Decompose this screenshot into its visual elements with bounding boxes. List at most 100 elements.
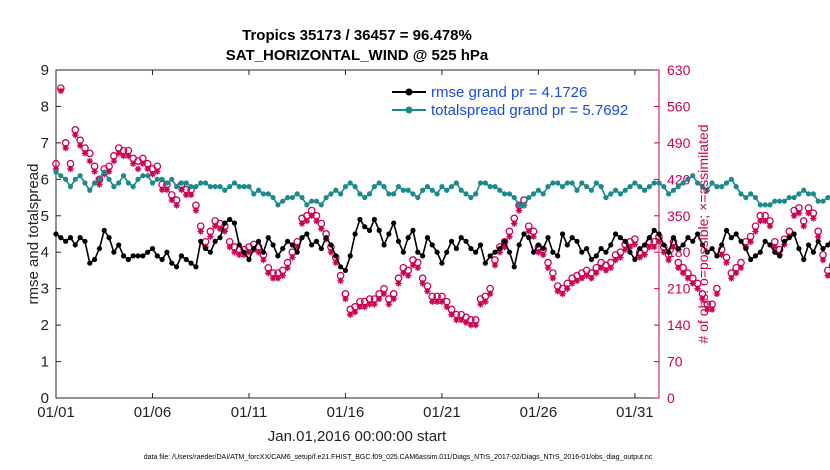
rmse-point (569, 235, 575, 241)
totalspread-point (357, 191, 363, 197)
obs-assimilated-marker (728, 275, 735, 282)
totalspread-point (154, 176, 160, 182)
rmse-point (53, 231, 59, 237)
obs-assimilated-marker (390, 295, 397, 303)
obs-assimilated-marker (342, 295, 349, 303)
rmse-point (265, 235, 271, 241)
totalspread-point (632, 180, 638, 186)
totalspread-point (323, 194, 329, 201)
obs-assimilated-marker (462, 319, 470, 326)
totalspread-point (120, 173, 127, 179)
rmse-point (275, 253, 281, 259)
obs-assimilated-marker (607, 264, 614, 272)
obs-assimilated-marker (356, 303, 364, 311)
totalspread-point (130, 184, 136, 190)
totalspread-point (96, 176, 103, 182)
rmse-point (444, 249, 450, 255)
rmse-point (241, 249, 247, 255)
rmse-point (318, 245, 324, 252)
rmse-point (786, 235, 792, 241)
obs-assimilated-marker (568, 280, 576, 287)
rmse-point (694, 231, 701, 237)
rmse-point (646, 235, 652, 241)
totalspread-point (207, 184, 213, 190)
obs-assimilated-marker (318, 225, 325, 232)
rmse-point (280, 245, 286, 252)
obs-assimilated-marker (313, 217, 320, 225)
rmse-point (183, 256, 189, 263)
rmse-point (473, 249, 479, 255)
totalspread-point (487, 184, 493, 190)
obs-assimilated-marker (540, 251, 547, 259)
obs-assimilated-marker (443, 303, 450, 311)
obs-assimilated-marker (221, 228, 229, 235)
rmse-point (448, 238, 455, 244)
obs-assimilated-marker (173, 202, 180, 209)
chart-subtitle: SAT_HORIZONTAL_WIND @ 525 hPa (226, 47, 489, 64)
totalspread-point (333, 187, 339, 193)
obs-assimilated-marker (752, 228, 759, 235)
totalspread-point (82, 180, 88, 186)
series-totalspread (53, 169, 830, 208)
rmse-point (125, 256, 131, 263)
totalspread-point (304, 202, 310, 208)
totalspread-point (362, 194, 368, 201)
obs-assimilated-marker (400, 269, 407, 277)
obs-assimilated-marker (429, 298, 436, 305)
rmse-point (482, 260, 488, 266)
obs-assimilated-marker (265, 269, 272, 277)
obs-assimilated-marker (723, 259, 730, 266)
obs-assimilated-marker (491, 262, 499, 269)
totalspread-point (661, 184, 667, 190)
totalspread-point (714, 184, 720, 190)
totalspread-point (347, 180, 353, 186)
totalspread-point (280, 198, 286, 204)
totalspread-point (63, 176, 69, 182)
rmse-point (540, 245, 546, 252)
rmse-point (530, 249, 537, 255)
totalspread-point (231, 180, 238, 186)
rmse-point (362, 224, 368, 230)
rmse-point (550, 249, 556, 255)
rmse-point (685, 235, 691, 241)
obs-assimilated-marker (154, 168, 161, 175)
obs-assimilated-marker (240, 251, 248, 259)
obs-assimilated-marker (120, 152, 127, 160)
rmse-point (439, 260, 445, 266)
totalspread-point (236, 184, 242, 190)
rmse-point (376, 227, 382, 233)
rmse-point (145, 249, 151, 255)
totalspread-point (265, 191, 271, 197)
obs-assimilated-marker (187, 191, 195, 199)
rmse-point (352, 231, 358, 237)
totalspread-point (227, 184, 233, 190)
totalspread-point (125, 180, 131, 186)
obs-assimilated-marker (110, 157, 118, 165)
totalspread-point (338, 191, 344, 197)
rmse-point (256, 238, 262, 244)
totalspread-point (477, 180, 484, 186)
totalspread-point (256, 187, 262, 193)
y-right-tick-label: 0 (667, 390, 675, 406)
obs-assimilated-marker (805, 209, 812, 217)
totalspread-point (429, 187, 435, 193)
rmse-point (63, 238, 69, 244)
rmse-point (781, 238, 788, 244)
obs-assimilated-marker (216, 225, 224, 232)
rmse-point (680, 242, 686, 248)
rmse-point (347, 253, 353, 259)
totalspread-point (588, 187, 595, 193)
obs-assimilated-marker (226, 243, 233, 251)
legend-rmse-label: rmse grand pr = 4.1726 (431, 84, 587, 101)
obs-assimilated-marker (347, 311, 354, 318)
obs-assimilated-marker (622, 246, 629, 253)
totalspread-point (275, 202, 281, 208)
obs-assimilated-marker (115, 150, 122, 157)
obs-assimilated-marker (482, 298, 489, 305)
y-right-tick-label: 490 (667, 135, 691, 151)
totalspread-point (140, 173, 146, 179)
totalspread-point (198, 180, 204, 186)
obs-assimilated-marker (458, 316, 465, 324)
obs-assimilated-marker (404, 272, 412, 279)
rmse-point (487, 253, 493, 259)
